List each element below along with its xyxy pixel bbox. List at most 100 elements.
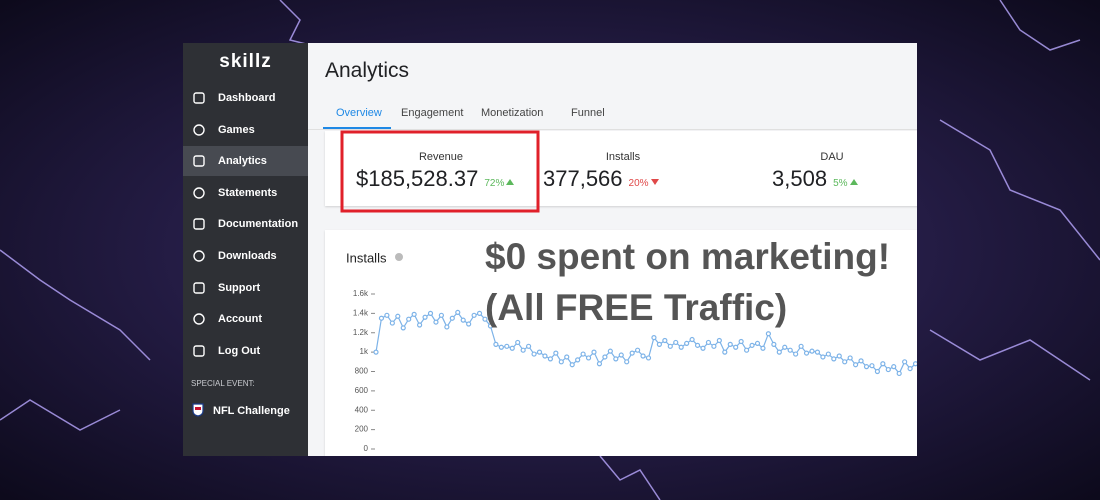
overlay: $0 spent on marketing! (All FREE Traffic) [485, 236, 890, 328]
data-point [624, 359, 630, 365]
nav-label: Dashboard [218, 92, 276, 104]
stats-card: Revenue $185,528.37 72% Installs 377,566 20% D… [325, 131, 917, 206]
data-point [433, 319, 439, 325]
nav-item[interactable]: Dashboard [183, 83, 308, 113]
data-point [852, 362, 859, 368]
data-point [417, 322, 423, 328]
data-point [667, 343, 673, 349]
nfl-icon [192, 403, 204, 417]
nav-item[interactable]: Log Out [183, 336, 308, 366]
data-point [716, 337, 722, 344]
icon-shape [193, 123, 205, 136]
chart-card [325, 230, 917, 456]
data-point [711, 343, 717, 349]
sidebar: skillz SPECIAL EVENT: NFL Challenge Dash… [183, 43, 308, 456]
data-point [749, 342, 755, 348]
active-tab-underline [323, 127, 391, 129]
data-point [743, 347, 750, 353]
data-point [776, 349, 782, 355]
data-point [809, 348, 815, 354]
y-tick-label: 1.2k [353, 328, 369, 337]
data-point [455, 309, 461, 316]
data-point [858, 358, 864, 364]
data-point [733, 344, 739, 350]
stat-value: 3,508 5% [772, 166, 859, 192]
icon-shape [193, 313, 205, 325]
data-point [553, 350, 559, 356]
data-point [504, 343, 510, 349]
data-point [634, 347, 641, 353]
trend-arrow [650, 179, 659, 185]
data-point [471, 312, 477, 318]
nav-label: Analytics [218, 155, 267, 168]
data-point [580, 351, 586, 357]
logo: skillz [219, 51, 272, 72]
tab[interactable]: Engagement [401, 107, 464, 119]
data-point [460, 317, 466, 323]
data-point [787, 347, 793, 353]
icon-shape [193, 155, 205, 167]
data-point [515, 339, 521, 346]
data-point [411, 311, 417, 317]
icon-shape [193, 250, 205, 262]
data-point [569, 362, 575, 368]
stat-value: $185,528.37 72% [356, 166, 515, 192]
data-point [585, 355, 592, 361]
data-point [542, 353, 548, 359]
nav-icon [193, 155, 205, 167]
nav-item[interactable]: Documentation [183, 209, 308, 239]
nav-label: Account [218, 313, 262, 326]
data-point [869, 363, 875, 369]
nav-item[interactable]: Analytics [183, 146, 308, 177]
data-point [705, 339, 712, 346]
data-point [831, 356, 837, 362]
nav-item[interactable]: Support [183, 273, 308, 303]
data-point [444, 324, 450, 330]
data-point [547, 356, 554, 362]
data-point [640, 353, 646, 359]
data-point [760, 345, 766, 351]
stat: Installs 377,566 20% [543, 131, 703, 206]
nav-label: Documentation [218, 218, 299, 231]
data-point [493, 341, 499, 347]
data-point [384, 312, 390, 318]
stat-change: 20% [628, 178, 649, 189]
data-point [406, 316, 412, 322]
data-point [591, 349, 597, 355]
data-point [727, 341, 733, 347]
data-point [874, 368, 881, 375]
tab[interactable]: Monetization [481, 107, 544, 119]
data-point [907, 365, 913, 372]
data-point [678, 344, 684, 350]
data-point [689, 336, 695, 343]
tab[interactable]: Overview [336, 107, 382, 119]
chart-group: Installs 0 200 400 600 800 1k 1.2k 1.4k 1.6k [346, 250, 917, 453]
stat-number: $185,528.37 [356, 166, 479, 191]
data-point [891, 364, 897, 370]
data-point [378, 315, 385, 321]
data-point [738, 338, 744, 345]
data-point [782, 344, 788, 350]
nav-icon [193, 313, 205, 325]
icon-shape [193, 281, 205, 294]
special-event-link[interactable]: NFL Challenge [213, 405, 290, 417]
nav-item[interactable]: Account [183, 304, 308, 334]
data-point [618, 352, 624, 358]
tab[interactable]: Funnel [571, 107, 605, 119]
y-tick-label: 600 [355, 386, 369, 395]
nav-item[interactable]: Games [183, 115, 308, 145]
nav-item[interactable]: Downloads [183, 241, 308, 271]
data-point [880, 361, 886, 367]
series-line [375, 311, 916, 375]
info-icon[interactable] [395, 253, 403, 261]
data-point [482, 316, 488, 322]
data-point [722, 349, 728, 355]
stat-label: DAU [820, 151, 844, 163]
y-tick-label: 200 [355, 425, 369, 434]
data-point [912, 361, 917, 367]
nav-item[interactable]: Statements [183, 178, 308, 208]
data-point [814, 349, 821, 355]
stat-label: Installs [605, 151, 641, 163]
data-point [754, 340, 761, 347]
nav-icon [193, 250, 205, 262]
